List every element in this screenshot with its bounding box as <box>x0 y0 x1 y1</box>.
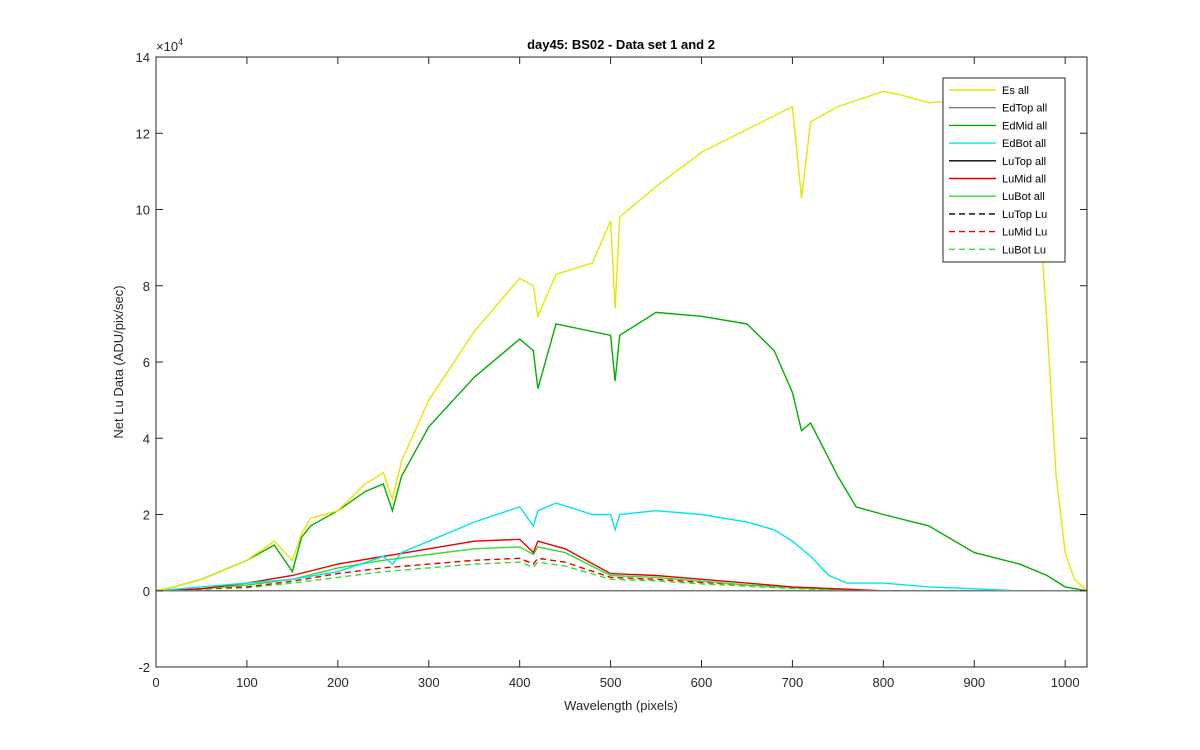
x-tick-label: 400 <box>509 675 531 690</box>
legend-label-lumid-lu: LuMid Lu <box>1002 227 1047 239</box>
y-axis: -2 0 2 4 6 8 10 12 14 <box>136 50 1087 675</box>
legend-label-lutop-lu: LuTop Lu <box>1002 209 1047 221</box>
y-axis-label: Net Lu Data (ADU/pix/sec) <box>111 285 126 438</box>
x-tick-label: 600 <box>691 675 713 690</box>
legend-label-edbot-all: EdBot all <box>1002 138 1046 150</box>
series-layer <box>155 90 1088 592</box>
y-tick-label: 12 <box>136 126 150 141</box>
legend-label-lubot-lu: LuBot Lu <box>1002 244 1046 256</box>
series-line-edmid-all <box>155 311 1088 592</box>
x-axis: 0 100 200 300 400 500 600 700 800 900 1000 <box>152 57 1080 690</box>
x-tick-label: 100 <box>236 675 258 690</box>
legend-label-es-all: Es all <box>1002 85 1029 97</box>
x-tick-label: 300 <box>418 675 440 690</box>
legend-label-lumid-all: LuMid all <box>1002 174 1046 186</box>
y-tick-label: -2 <box>138 660 150 675</box>
y-tick-label: 10 <box>136 203 150 218</box>
legend-label-lubot-all: LuBot all <box>1002 191 1045 203</box>
x-tick-label: 500 <box>600 675 622 690</box>
legend-items: Es all EdTop all EdMid all EdBot all LuTop a… <box>949 85 1047 256</box>
legend: Es all EdTop all EdMid all EdBot all LuTop a… <box>942 77 1066 263</box>
plot-background <box>156 57 1087 667</box>
x-tick-label: 700 <box>782 675 804 690</box>
y-tick-label: 4 <box>143 431 150 446</box>
x-tick-label: 900 <box>963 675 985 690</box>
series-line-edbot-all <box>155 502 1087 592</box>
x-axis-label: Wavelength (pixels) <box>564 698 678 713</box>
y-tick-label: 0 <box>143 584 150 599</box>
y-tick-label: 6 <box>143 355 150 370</box>
y-axis-exponent: ×104 <box>156 37 183 54</box>
chart-title: day45: BS02 - Data set 1 and 2 <box>527 37 715 52</box>
x-tick-label: 1000 <box>1051 675 1080 690</box>
y-tick-label: 8 <box>143 279 150 294</box>
legend-label-edtop-all: EdTop all <box>1002 103 1047 115</box>
legend-label-lutop-all: LuTop all <box>1002 156 1046 168</box>
series-line-lumid-all <box>155 538 1087 592</box>
y-tick-label: 2 <box>143 508 150 523</box>
x-tick-label: 0 <box>152 675 159 690</box>
x-tick-label: 200 <box>327 675 349 690</box>
series-line-lubot-all <box>155 546 1087 592</box>
y-tick-label: 14 <box>136 50 150 65</box>
legend-label-edmid-all: EdMid all <box>1002 120 1047 132</box>
x-tick-label: 800 <box>872 675 894 690</box>
exponent-power: 4 <box>178 37 183 47</box>
exponent-base: ×10 <box>156 39 178 54</box>
